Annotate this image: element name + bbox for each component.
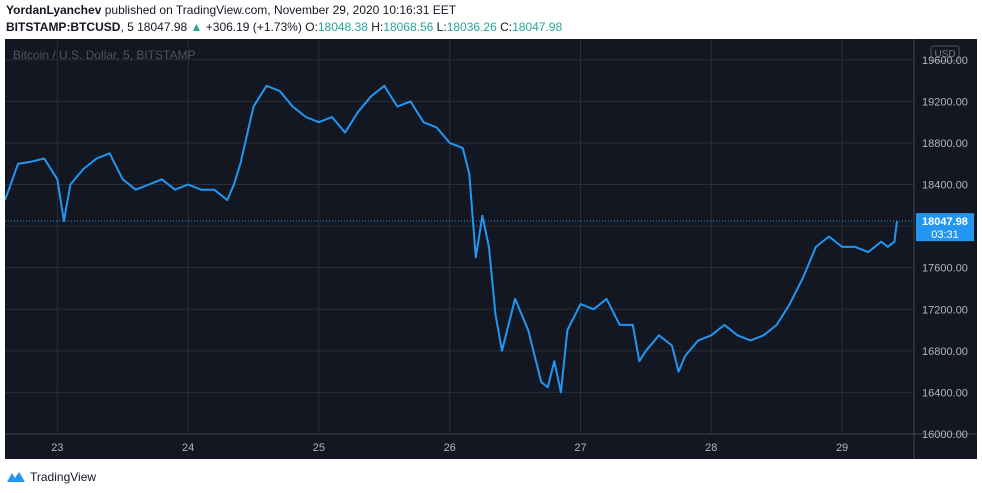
open-label: O: [305, 20, 318, 34]
high-label: H: [371, 20, 384, 34]
low-value: 18036.26 [446, 20, 497, 34]
x-tick-label: 24 [182, 442, 194, 454]
x-tick-label: 27 [574, 442, 586, 454]
grid-lines [5, 39, 914, 435]
x-tick-label: 29 [836, 442, 848, 454]
y-tick-label: 18800.00 [922, 138, 968, 150]
chart-watermark: Bitcoin / U.S. Dollar, 5, BITSTAMP [13, 48, 196, 62]
interval-label: , 5 [120, 20, 134, 34]
y-tick-label: 16800.00 [922, 346, 968, 358]
countdown-label: 03:31 [931, 229, 959, 241]
last-price-marker: 18047.98 03:31 [916, 213, 974, 242]
y-tick-label: 18400.00 [922, 180, 968, 192]
y-tick-label: 17600.00 [922, 263, 968, 275]
tradingview-footer[interactable]: TradingView [6, 468, 96, 486]
y-tick-label: 19600.00 [922, 55, 968, 67]
y-tick-label: 17200.00 [922, 304, 968, 316]
author-name[interactable]: YordanLyanchev [6, 3, 102, 17]
close-label: C: [500, 20, 513, 34]
price-change: +306.19 (+1.73%) [205, 20, 302, 34]
x-tick-label: 23 [51, 442, 63, 454]
published-text: published on TradingView.com, November 2… [104, 3, 457, 17]
last-price-label: 18047.98 [922, 216, 968, 228]
y-tick-label: 16000.00 [922, 429, 968, 441]
x-tick-label: 28 [705, 442, 717, 454]
y-tick-label: 19200.00 [922, 96, 968, 108]
close-value: 18047.98 [512, 20, 563, 34]
high-value: 18068.56 [383, 20, 434, 34]
symbol-name: BITSTAMP:BTCUSD [6, 20, 121, 34]
last-price: 18047.98 [137, 20, 188, 34]
footer-brand: TradingView [30, 470, 97, 484]
publish-info: YordanLyanchev published on TradingView.… [6, 3, 456, 17]
currency-label: USD [934, 49, 955, 60]
price-series-line [5, 84, 898, 394]
y-tick-label: 16400.00 [922, 387, 968, 399]
ohlc-legend: BITSTAMP:BTCUSD, 5 18047.98 ▲ +306.19 (+… [6, 20, 562, 34]
up-arrow-icon: ▲ [190, 20, 203, 34]
last-price-badge [916, 213, 974, 242]
open-value: 18048.38 [317, 20, 368, 34]
tradingview-logo-icon [7, 472, 25, 482]
x-tick-label: 25 [313, 442, 325, 454]
time-axis[interactable]: 23 24 25 26 27 28 29 [51, 442, 848, 454]
low-label: L: [436, 20, 447, 34]
chart-background [5, 39, 977, 459]
price-chart[interactable]: Bitcoin / U.S. Dollar, 5, BITSTAMP USD 1… [5, 39, 977, 459]
x-tick-label: 26 [444, 442, 456, 454]
currency-badge[interactable] [930, 45, 960, 62]
